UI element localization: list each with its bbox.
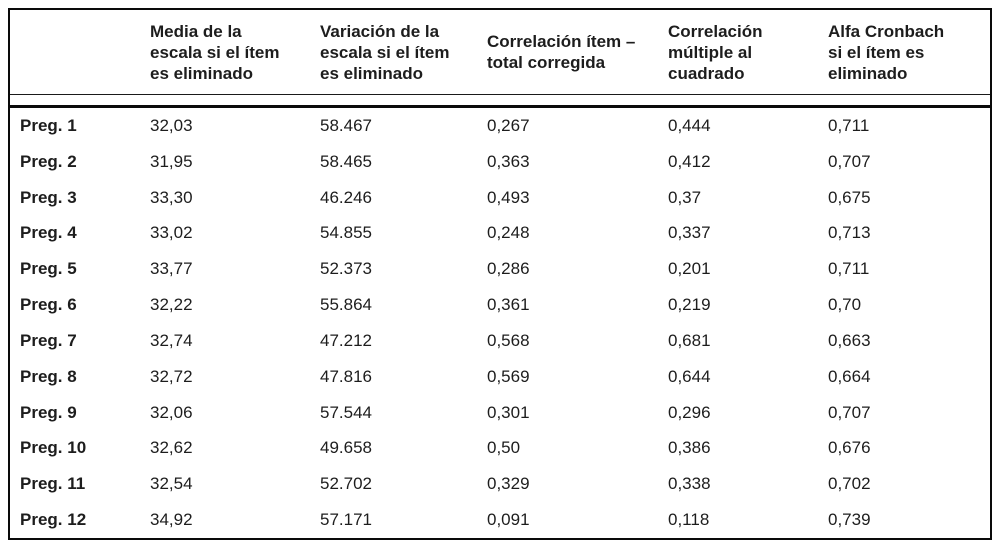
cell-alfa: 0,713 — [828, 223, 871, 243]
header-body-divider-gap — [10, 95, 990, 105]
cell-alfa: 0,702 — [828, 474, 871, 494]
cell-variacion: 52.702 — [320, 474, 372, 494]
cell-media: 31,95 — [150, 151, 193, 171]
cell-corr-item-total: 0,248 — [487, 223, 530, 243]
cell-corr-multiple: 0,337 — [668, 223, 711, 243]
cell-media: 32,22 — [150, 295, 193, 315]
header-alfa-cronbach: Alfa Cronbach si el ítem es eliminado — [828, 21, 945, 83]
cell-corr-multiple: 0,219 — [668, 295, 711, 315]
cell-media: 34,92 — [150, 510, 193, 530]
row-label: Preg. 3 — [20, 187, 77, 207]
cell-corr-item-total: 0,267 — [487, 115, 530, 135]
table-row: Preg. 1 32,03 58.467 0,267 0,444 0,711 — [10, 108, 990, 144]
cell-corr-item-total: 0,286 — [487, 259, 530, 279]
cell-media: 33,02 — [150, 223, 193, 243]
cell-alfa: 0,676 — [828, 438, 871, 458]
cell-corr-multiple: 0,201 — [668, 259, 711, 279]
cell-variacion: 54.855 — [320, 223, 372, 243]
cell-corr-multiple: 0,412 — [668, 151, 711, 171]
cell-corr-item-total: 0,361 — [487, 295, 530, 315]
statistics-table: Media de la escala si el ítem es elimina… — [8, 8, 992, 540]
table-row: Preg. 8 32,72 47.816 0,569 0,644 0,664 — [10, 359, 990, 395]
cell-corr-multiple: 0,386 — [668, 438, 711, 458]
cell-corr-multiple: 0,296 — [668, 402, 711, 422]
cell-media: 32,62 — [150, 438, 193, 458]
cell-media: 33,77 — [150, 259, 193, 279]
cell-media: 32,72 — [150, 366, 193, 386]
header-media: Media de la escala si el ítem es elimina… — [150, 21, 280, 83]
row-label: Preg. 1 — [20, 115, 77, 135]
cell-corr-multiple: 0,444 — [668, 115, 711, 135]
cell-variacion: 57.544 — [320, 402, 372, 422]
table-row: Preg. 12 34,92 57.171 0,091 0,118 0,739 — [10, 502, 990, 538]
cell-variacion: 52.373 — [320, 259, 372, 279]
row-label: Preg. 5 — [20, 259, 77, 279]
cell-alfa: 0,664 — [828, 366, 871, 386]
cell-corr-multiple: 0,681 — [668, 330, 711, 350]
cell-variacion: 57.171 — [320, 510, 372, 530]
row-label: Preg. 6 — [20, 295, 77, 315]
cell-corr-item-total: 0,301 — [487, 402, 530, 422]
cell-corr-multiple: 0,118 — [668, 510, 710, 530]
cell-alfa: 0,707 — [828, 402, 871, 422]
header-corr-multiple: Correlación múltiple al cuadrado — [668, 21, 763, 83]
table-row: Preg. 6 32,22 55.864 0,361 0,219 0,70 — [10, 287, 990, 323]
cell-variacion: 46.246 — [320, 187, 372, 207]
cell-corr-multiple: 0,37 — [668, 187, 702, 207]
cell-variacion: 47.816 — [320, 366, 372, 386]
row-label: Preg. 12 — [20, 510, 87, 530]
table-row: Preg. 11 32,54 52.702 0,329 0,338 0,702 — [10, 466, 990, 502]
cell-alfa: 0,675 — [828, 187, 871, 207]
cell-corr-item-total: 0,568 — [487, 330, 530, 350]
cell-corr-item-total: 0,363 — [487, 151, 530, 171]
cell-variacion: 58.467 — [320, 115, 372, 135]
cell-alfa: 0,711 — [828, 115, 870, 135]
cell-corr-multiple: 0,338 — [668, 474, 711, 494]
cell-alfa: 0,707 — [828, 151, 871, 171]
cell-corr-item-total: 0,091 — [487, 510, 530, 530]
table-row: Preg. 7 32,74 47.212 0,568 0,681 0,663 — [10, 323, 990, 359]
row-label: Preg. 10 — [20, 438, 87, 458]
cell-media: 32,54 — [150, 474, 193, 494]
cell-corr-item-total: 0,569 — [487, 366, 530, 386]
cell-media: 32,03 — [150, 115, 193, 135]
cell-variacion: 58.465 — [320, 151, 372, 171]
cell-media: 32,06 — [150, 402, 193, 422]
cell-corr-item-total: 0,493 — [487, 187, 530, 207]
row-label: Preg. 7 — [20, 330, 77, 350]
row-label: Preg. 9 — [20, 402, 77, 422]
row-label: Preg. 2 — [20, 151, 77, 171]
cell-corr-multiple: 0,644 — [668, 366, 711, 386]
cell-variacion: 55.864 — [320, 295, 372, 315]
table-header-row: Media de la escala si el ítem es elimina… — [10, 10, 990, 95]
table-row: Preg. 5 33,77 52.373 0,286 0,201 0,711 — [10, 251, 990, 287]
row-label: Preg. 11 — [20, 474, 86, 494]
table-row: Preg. 9 32,06 57.544 0,301 0,296 0,707 — [10, 395, 990, 431]
cell-corr-item-total: 0,329 — [487, 474, 530, 494]
header-corr-item-total: Correlación ítem – total corregida — [487, 32, 636, 72]
cell-alfa: 0,711 — [828, 259, 870, 279]
cell-alfa: 0,70 — [828, 295, 862, 315]
table-body: Preg. 1 32,03 58.467 0,267 0,444 0,711 P… — [10, 105, 990, 538]
cell-media: 32,74 — [150, 330, 193, 350]
table-row: Preg. 10 32,62 49.658 0,50 0,386 0,676 — [10, 430, 990, 466]
header-variacion: Variación de la escala si el ítem es eli… — [320, 21, 450, 83]
cell-alfa: 0,739 — [828, 510, 871, 530]
cell-corr-item-total: 0,50 — [487, 438, 521, 458]
table-row: Preg. 3 33,30 46.246 0,493 0,37 0,675 — [10, 180, 990, 216]
cell-variacion: 47.212 — [320, 330, 372, 350]
row-label: Preg. 4 — [20, 223, 77, 243]
cell-variacion: 49.658 — [320, 438, 372, 458]
cell-alfa: 0,663 — [828, 330, 871, 350]
cell-media: 33,30 — [150, 187, 193, 207]
table-row: Preg. 4 33,02 54.855 0,248 0,337 0,713 — [10, 215, 990, 251]
row-label: Preg. 8 — [20, 366, 77, 386]
table-row: Preg. 2 31,95 58.465 0,363 0,412 0,707 — [10, 144, 990, 180]
